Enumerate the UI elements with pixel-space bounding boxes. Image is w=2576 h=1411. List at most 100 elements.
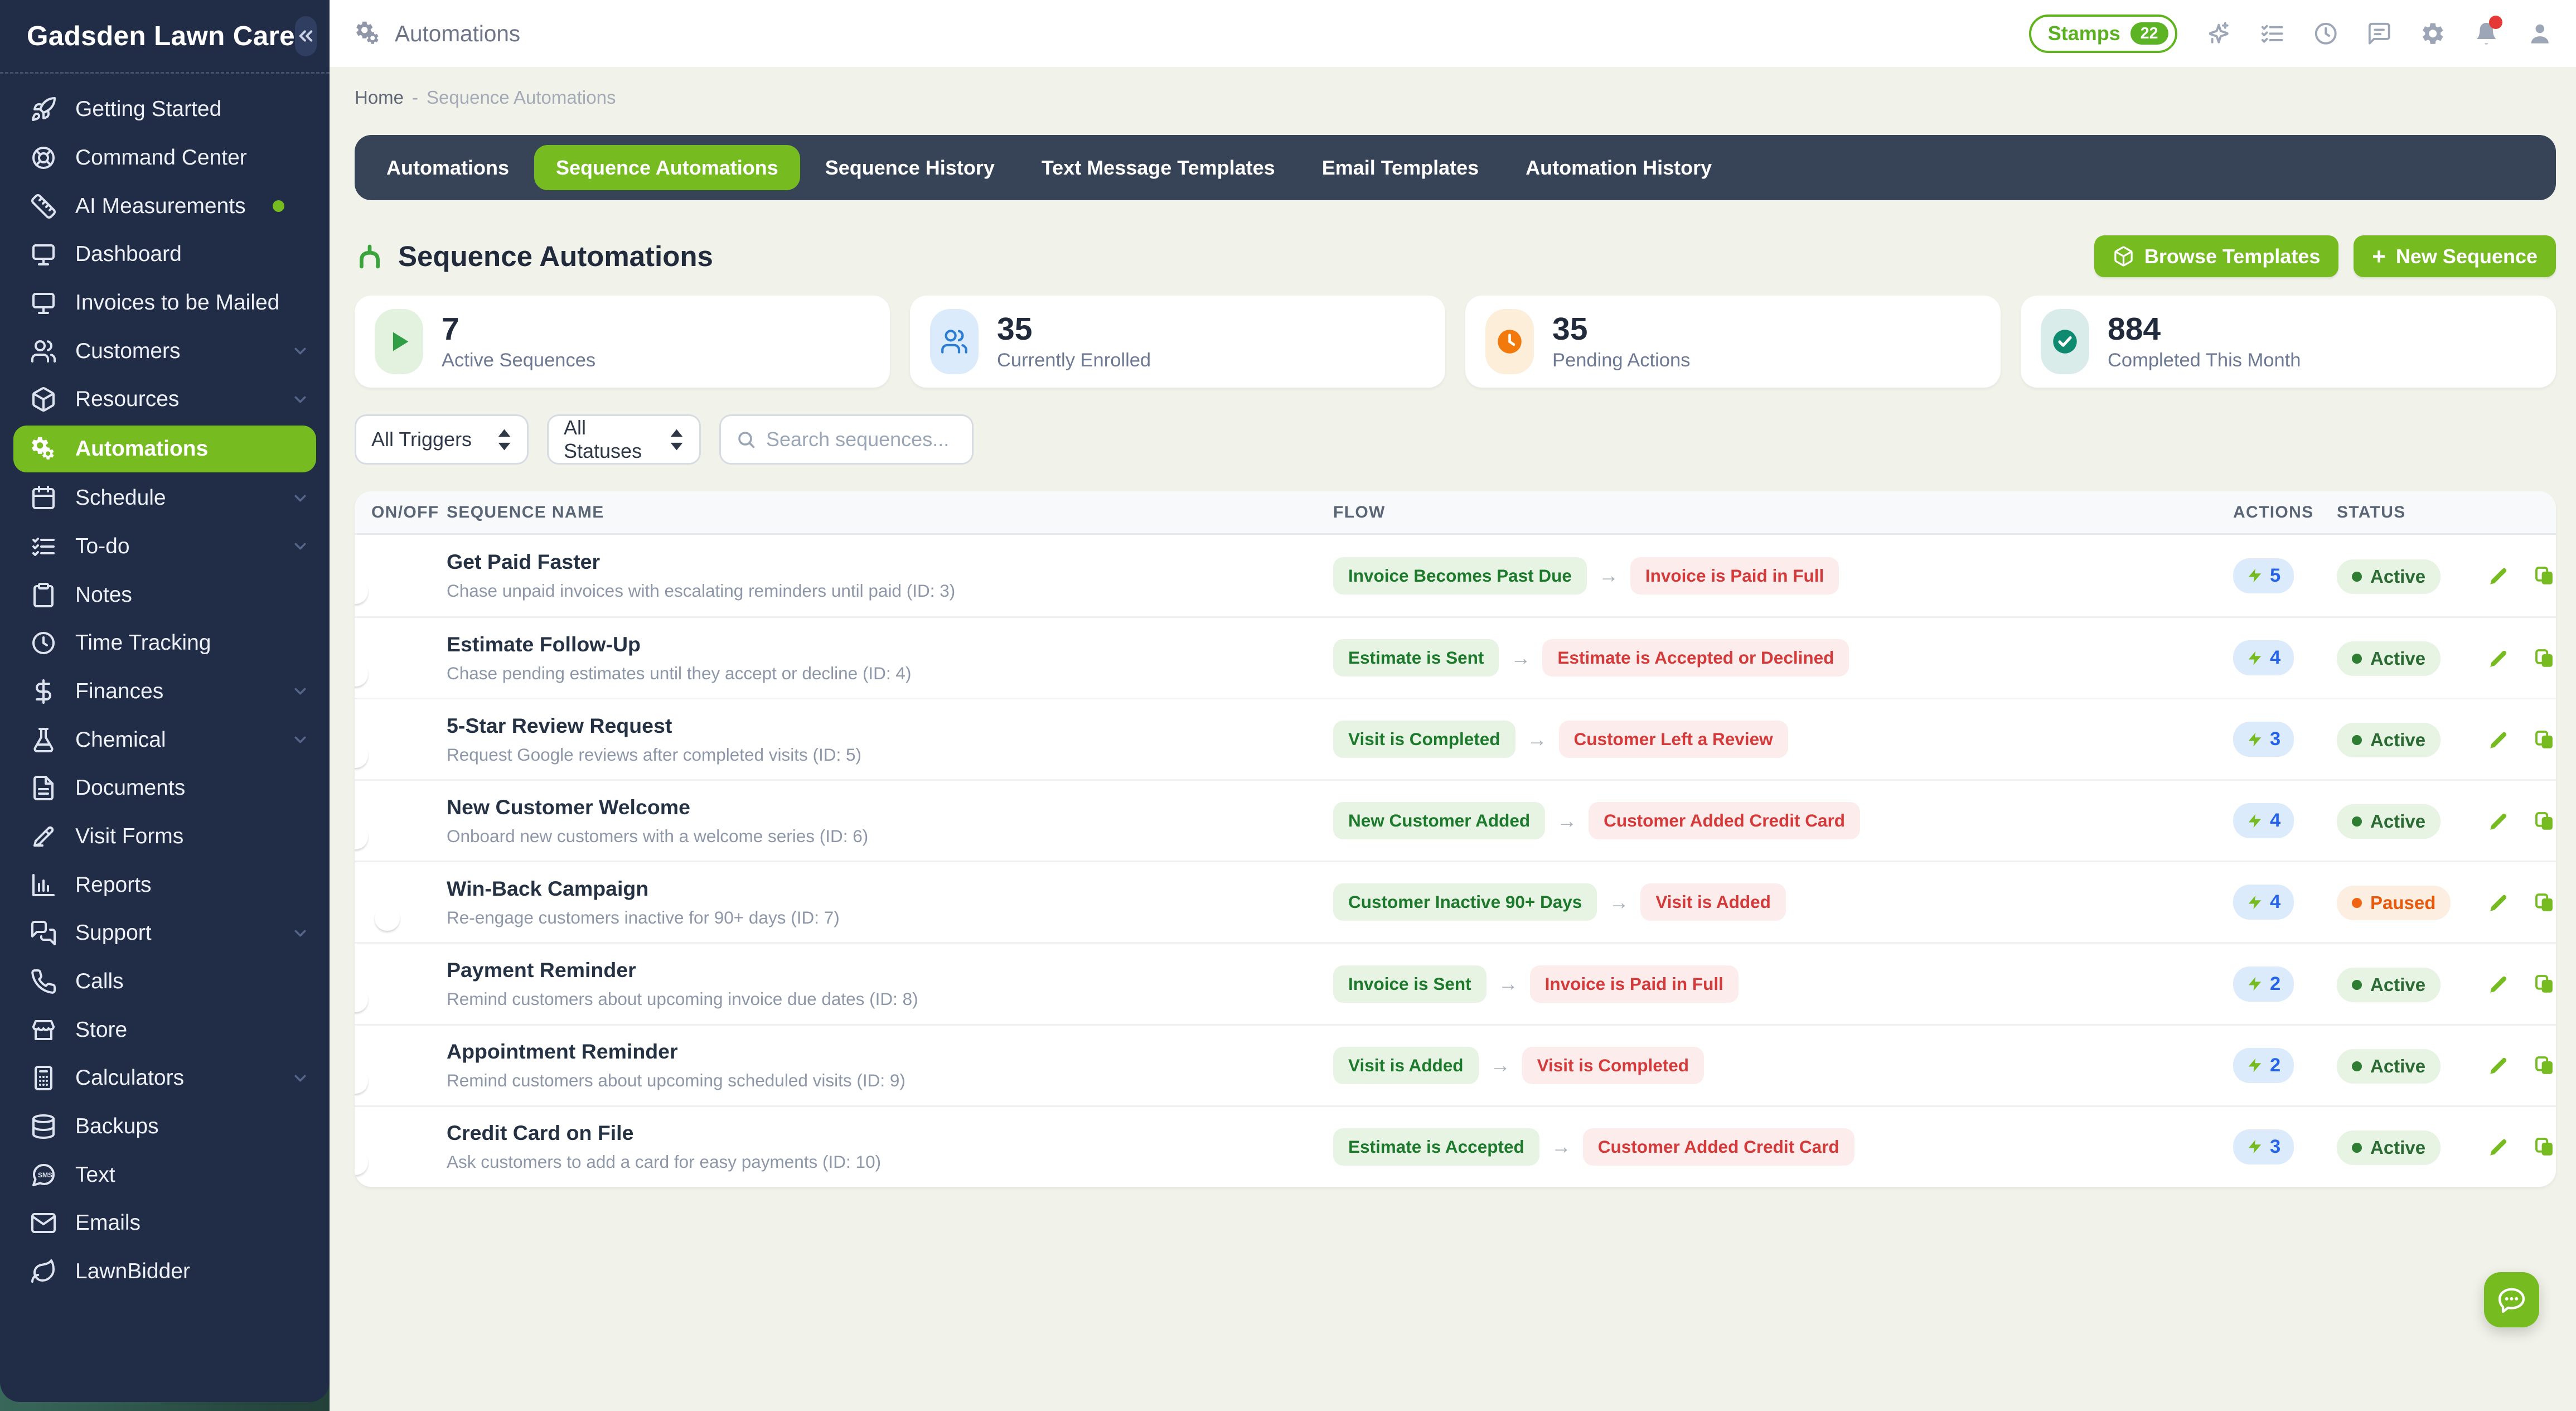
sidebar-item-label: Customers [75, 339, 181, 363]
edit-button[interactable] [2487, 564, 2511, 587]
sidebar-item-schedule[interactable]: Schedule [0, 474, 330, 523]
gear-icon[interactable] [2420, 21, 2446, 47]
status-filter-select[interactable]: All Statuses [547, 414, 701, 465]
stamps-button[interactable]: Stamps 22 [2028, 14, 2177, 53]
clock-filled-icon [1485, 309, 1534, 374]
sidebar-item-resources[interactable]: Resources [0, 375, 330, 424]
document-icon [30, 775, 57, 801]
flow-cell: Invoice Becomes Past Due → Invoice is Paid… [1333, 557, 2233, 595]
edit-button[interactable] [2487, 891, 2511, 914]
sidebar-item-backups[interactable]: Backups [0, 1103, 330, 1151]
tab-sequence-automations[interactable]: Sequence Automations [534, 145, 800, 190]
actions-count: 2 [2270, 973, 2281, 994]
tab-text-message-templates[interactable]: Text Message Templates [1041, 156, 1275, 179]
topbar-icon-row [2206, 15, 2553, 47]
sidebar-item-chemical[interactable]: Chemical [0, 716, 330, 764]
topbar-title-text: Automations [395, 20, 521, 46]
edit-button[interactable] [2487, 809, 2511, 833]
sidebar-item-label: Calculators [75, 1066, 185, 1090]
sidebar-item-label: Schedule [75, 486, 166, 510]
sidebar-item-command-center[interactable]: Command Center [0, 134, 330, 182]
tab-automation-history[interactable]: Automation History [1526, 156, 1712, 179]
duplicate-button[interactable] [2533, 891, 2556, 914]
sidebar-item-label: Calls [75, 969, 124, 994]
sidebar-item-label: Text [75, 1162, 115, 1187]
actions-count-badge: 2 [2233, 1047, 2294, 1083]
trigger-pill: Invoice Becomes Past Due [1333, 557, 1587, 595]
sidebar-item-time-tracking[interactable]: Time Tracking [0, 619, 330, 668]
filters-row: All Triggers All Statuses [355, 414, 2556, 465]
actions-count-badge: 4 [2233, 803, 2294, 839]
sidebar-item-store[interactable]: Store [0, 1006, 330, 1054]
toggle-knob [355, 824, 368, 849]
duplicate-button[interactable] [2533, 728, 2556, 751]
tab-email-templates[interactable]: Email Templates [1321, 156, 1479, 179]
stamps-count-badge: 22 [2130, 22, 2168, 45]
sidebar-item-text[interactable]: SMS Text [0, 1151, 330, 1199]
notification-dot [2489, 15, 2502, 29]
double-chevron-left-icon [295, 25, 317, 47]
actions-count: 3 [2270, 728, 2281, 750]
stat-card-active-sequences: 7 Active Sequences [355, 296, 890, 388]
clock-icon[interactable] [2313, 21, 2339, 47]
chat-fab-button[interactable] [2484, 1272, 2539, 1327]
sidebar-collapse-button[interactable] [294, 16, 317, 56]
flow-cell: Customer Inactive 90+ Days → Visit is Adde… [1333, 883, 2233, 921]
duplicate-button[interactable] [2533, 646, 2556, 670]
duplicate-button[interactable] [2533, 1135, 2556, 1158]
sequence-name: Payment Reminder [447, 958, 636, 982]
edit-button[interactable] [2487, 728, 2511, 751]
sidebar-item-documents[interactable]: Documents [0, 764, 330, 813]
sidebar-item-support[interactable]: Support [0, 909, 330, 958]
sidebar-item-notes[interactable]: Notes [0, 571, 330, 619]
sidebar-item-lawnbidder[interactable]: LawnBidder [0, 1248, 330, 1296]
bolt-icon [2246, 813, 2263, 829]
exit-pill: Customer Added Credit Card [1589, 802, 1861, 840]
user-icon[interactable] [2527, 21, 2553, 47]
search-input[interactable] [766, 428, 957, 451]
sidebar-item-calculators[interactable]: Calculators [0, 1054, 330, 1103]
browse-templates-button[interactable]: Browse Templates [2094, 235, 2339, 277]
status-filter-value: All Statuses [564, 416, 642, 462]
sidebar-item-emails[interactable]: Emails [0, 1199, 330, 1248]
chevron-down-icon [291, 682, 309, 700]
sidebar-item-calls[interactable]: Calls [0, 958, 330, 1006]
sidebar-item-automations[interactable]: Automations [13, 425, 316, 472]
sidebar-item-visit-forms[interactable]: Visit Forms [0, 813, 330, 861]
edit-button[interactable] [2487, 972, 2511, 996]
duplicate-button[interactable] [2533, 1054, 2556, 1077]
sidebar-item-label: Visit Forms [75, 824, 184, 848]
sidebar-item-customers[interactable]: Customers [0, 327, 330, 375]
duplicate-button[interactable] [2533, 564, 2556, 587]
sidebar-item-invoices-to-be-mailed[interactable]: Invoices to be Mailed [0, 279, 330, 327]
status-text: Active [2370, 566, 2426, 587]
duplicate-button[interactable] [2533, 972, 2556, 996]
actions-count: 2 [2270, 1054, 2281, 1076]
sidebar-item-dashboard[interactable]: Dashboard [0, 230, 330, 279]
status-dot [2352, 735, 2362, 746]
sparkles-icon[interactable] [2206, 21, 2232, 47]
trigger-filter-select[interactable]: All Triggers [355, 414, 529, 465]
sidebar-item-reports[interactable]: Reports [0, 861, 330, 909]
tab-automations[interactable]: Automations [386, 156, 509, 179]
support-chat-icon [30, 920, 57, 946]
new-sequence-button[interactable]: + New Sequence [2354, 235, 2556, 277]
gears-icon [355, 20, 381, 47]
duplicate-button[interactable] [2533, 809, 2556, 833]
bell-icon[interactable] [2473, 15, 2502, 47]
status-dot [2352, 1142, 2362, 1153]
status-text: Paused [2370, 892, 2436, 914]
edit-button[interactable] [2487, 646, 2511, 670]
edit-button[interactable] [2487, 1054, 2511, 1077]
actions-count-badge: 4 [2233, 885, 2294, 920]
sidebar-item-finances[interactable]: Finances [0, 668, 330, 716]
actions-count: 4 [2270, 647, 2281, 669]
comment-icon[interactable] [2366, 21, 2393, 47]
tab-sequence-history[interactable]: Sequence History [825, 156, 995, 179]
sidebar-item-to-do[interactable]: To-do [0, 523, 330, 571]
breadcrumb-home-link[interactable]: Home [355, 87, 404, 108]
sidebar-item-getting-started[interactable]: Getting Started [0, 85, 330, 134]
edit-button[interactable] [2487, 1135, 2511, 1158]
checklist-icon[interactable] [2259, 21, 2286, 47]
sidebar-item-ai-measurements[interactable]: AI Measurements [0, 182, 330, 230]
